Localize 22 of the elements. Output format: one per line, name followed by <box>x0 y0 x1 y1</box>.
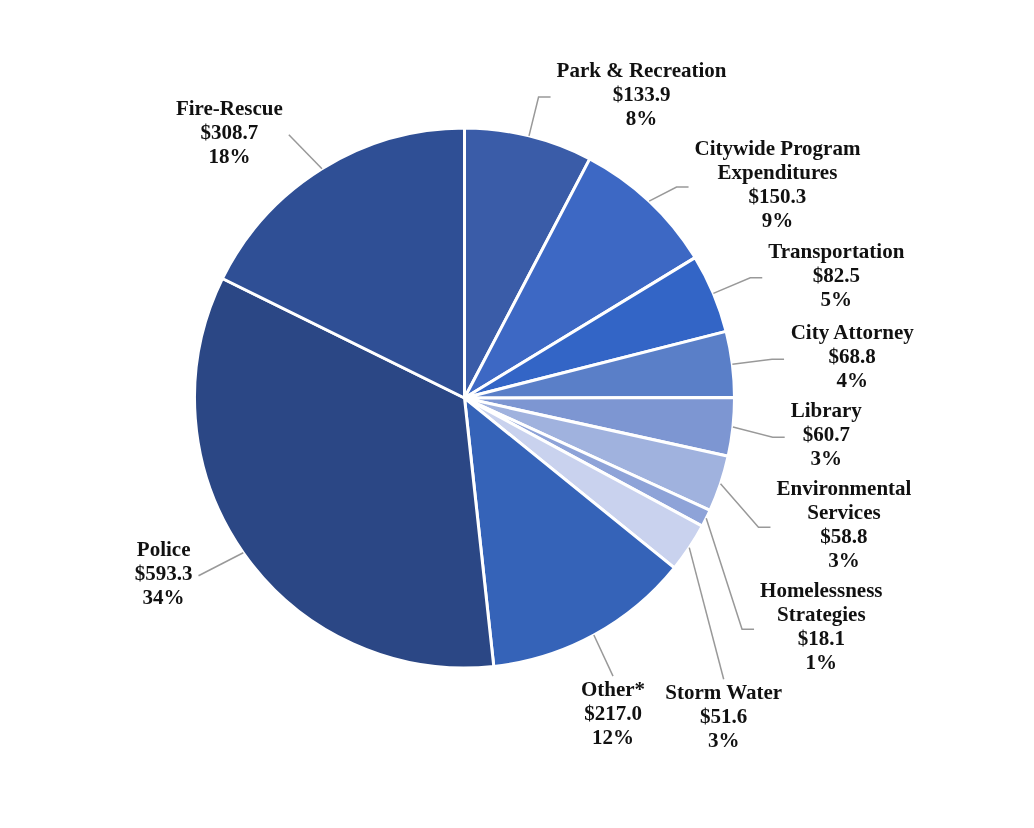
slice-label: Homelessness Strategies <box>760 578 883 627</box>
data-label: $133.9 8% <box>612 81 671 130</box>
slice-label: Transportation <box>768 238 905 263</box>
data-label: $308.7 18% <box>200 119 259 168</box>
data-label: $593.3 34% <box>134 560 193 609</box>
data-label: $60.7 3% <box>802 422 850 471</box>
slice-label: Fire-Rescue <box>175 95 283 120</box>
slice-label: Citywide Program Expenditures <box>694 135 861 184</box>
data-label: $68.8 4% <box>828 344 876 393</box>
slice-label: Park & Recreation <box>556 57 727 82</box>
data-label: $82.5 5% <box>812 262 860 311</box>
slice-label: Environmental Services <box>776 476 912 525</box>
data-label: $18.1 1% <box>797 626 845 675</box>
slice-label: Other* <box>580 677 646 702</box>
slice-label: Storm Water <box>665 680 783 705</box>
slice-label: Library <box>790 398 863 423</box>
data-label: $150.3 9% <box>748 183 807 232</box>
data-label: $217.0 12% <box>584 701 642 750</box>
data-label: $51.6 3% <box>700 704 748 753</box>
slice-label: City Attorney <box>790 320 915 345</box>
slice-label: Police <box>136 536 191 561</box>
data-label: $58.8 3% <box>820 524 868 573</box>
